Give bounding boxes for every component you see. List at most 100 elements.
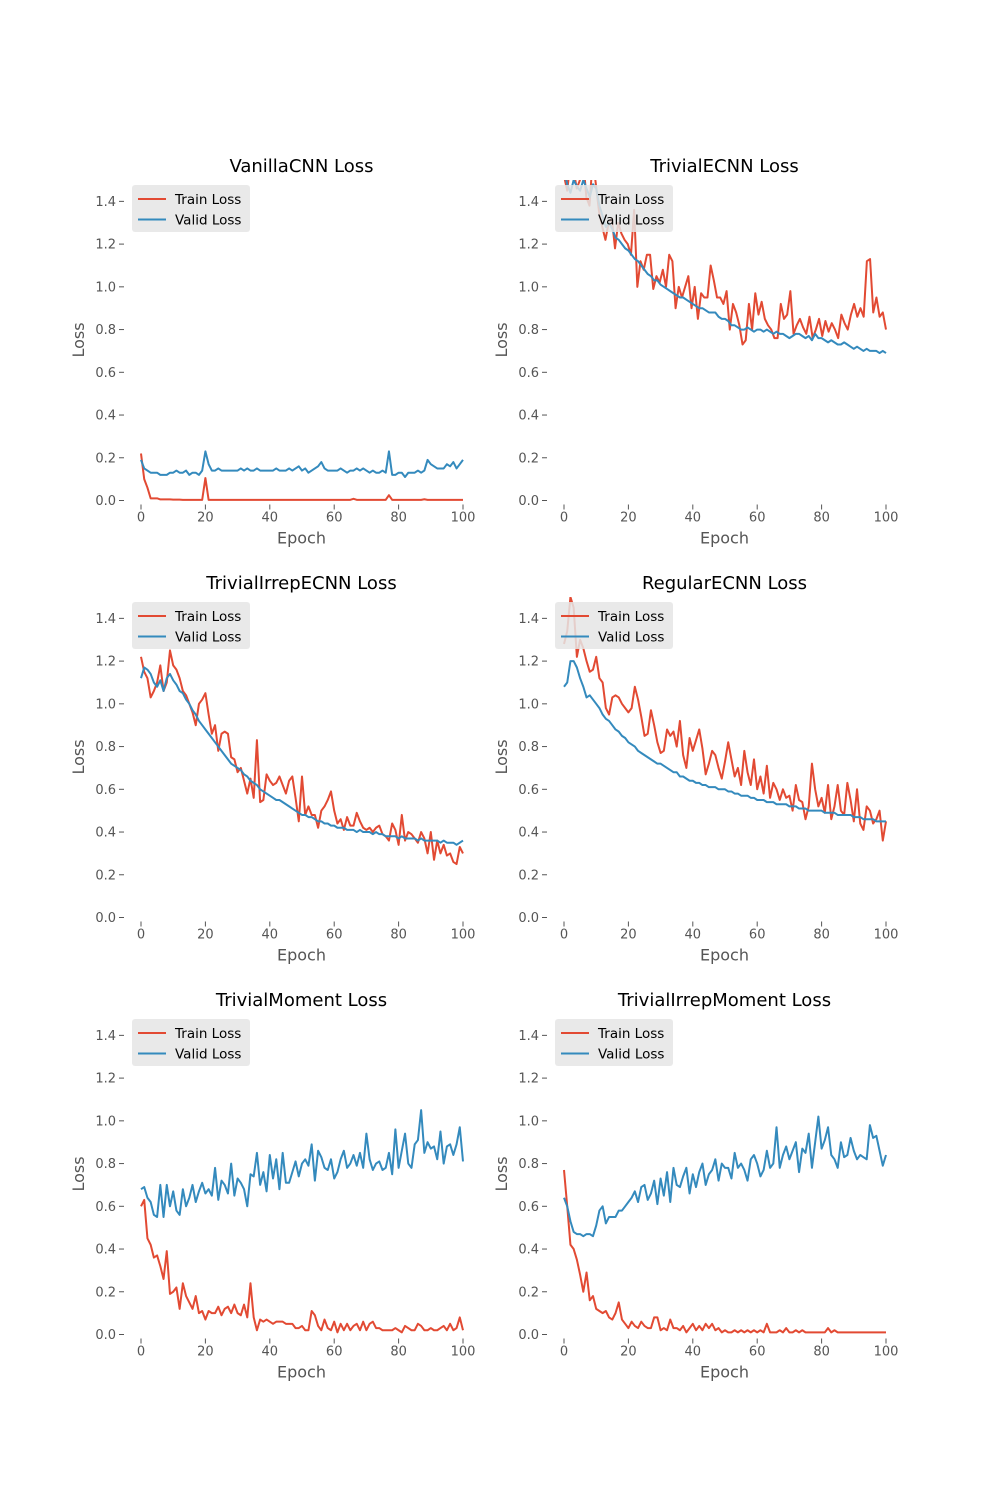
chart-panel: VanillaCNN Loss 0.0 0.2 0.4 0.6 0.8 1.0 1.2 1.4 0… [69,156,475,548]
y-tick-label: 0.4 [518,409,539,424]
legend: Train Loss Valid Loss [132,185,250,232]
legend: Train Loss Valid Loss [132,602,250,649]
y-tick-label: 0.2 [95,451,116,466]
x-tick-label: 40 [262,511,279,526]
y-tick-label: 0.8 [95,323,116,338]
x-tick-label: 0 [560,511,568,526]
x-tick-label: 100 [451,511,476,526]
x-tick-label: 100 [874,1345,899,1360]
x-tick-label: 80 [390,928,407,943]
legend-label: Valid Loss [175,1047,241,1063]
train-loss-line [140,649,464,866]
y-axis-label: Loss [492,322,511,357]
y-tick-label: 1.2 [95,655,116,670]
y-tick-label: 1.2 [518,238,539,253]
y-tick-label: 0.4 [95,1243,116,1258]
y-tick-label: 1.0 [95,280,116,295]
x-axis-label: Epoch [700,529,749,548]
x-tick-label: 20 [620,1345,637,1360]
x-axis-label: Epoch [277,946,326,965]
legend-label: Valid Loss [175,213,241,229]
y-tick-label: 0.2 [518,1285,539,1300]
legend: Train Loss Valid Loss [555,602,673,649]
x-tick-label: 60 [749,928,766,943]
x-tick-label: 0 [560,928,568,943]
y-tick-label: 1.2 [518,655,539,670]
y-tick-label: 0.6 [518,1200,539,1215]
x-tick-label: 20 [620,928,637,943]
y-tick-label: 0.0 [95,1328,116,1343]
x-tick-label: 80 [390,1345,407,1360]
legend-label: Train Loss [174,1026,241,1042]
y-tick-label: 0.2 [95,1285,116,1300]
plot-area [140,1109,464,1334]
y-tick-label: 0.6 [95,366,116,381]
train-loss-line [563,1169,886,1334]
legend: Train Loss Valid Loss [132,1019,250,1066]
y-tick-label: 0.8 [518,740,539,755]
y-tick-label: 0.6 [518,783,539,798]
x-tick-label: 60 [326,511,343,526]
x-axis-label: Epoch [700,946,749,965]
valid-loss-line [563,1115,887,1238]
y-tick-label: 0.8 [95,1157,116,1172]
chart-title: TrivialMoment Loss [215,990,387,1011]
train-loss-line [140,453,463,501]
y-tick-label: 0.4 [95,826,116,841]
chart-panel: TrivialECNN Loss 0.0 0.2 0.4 0.6 0.8 1.0 1.2 1.4… [492,156,898,548]
chart-title: TrivialIrrepMoment Loss [617,990,831,1011]
legend-label: Valid Loss [598,630,664,646]
x-tick-label: 0 [137,1345,145,1360]
x-tick-label: 20 [620,511,637,526]
legend: Train Loss Valid Loss [555,185,673,232]
y-tick-label: 1.0 [518,280,539,295]
legend-label: Train Loss [597,192,664,208]
y-tick-label: 0.0 [95,911,116,926]
y-tick-label: 1.4 [518,195,539,210]
y-tick-label: 1.0 [518,1114,539,1129]
valid-loss-line [140,666,464,846]
x-tick-label: 0 [137,928,145,943]
x-tick-label: 20 [197,511,214,526]
train-loss-line [563,597,887,842]
x-tick-label: 80 [813,1345,830,1360]
plot-area [140,450,464,501]
x-axis-label: Epoch [277,1363,326,1382]
y-tick-label: 0.6 [95,1200,116,1215]
y-tick-label: 1.4 [518,1029,539,1044]
y-tick-label: 1.0 [95,697,116,712]
y-tick-label: 0.8 [518,323,539,338]
y-tick-label: 1.2 [95,238,116,253]
valid-loss-line [140,1109,464,1218]
x-tick-label: 0 [560,1345,568,1360]
y-tick-label: 0.6 [95,783,116,798]
train-loss-line [140,1198,464,1334]
y-tick-label: 1.4 [518,612,539,627]
y-tick-label: 1.4 [95,1029,116,1044]
legend: Train Loss Valid Loss [555,1019,673,1066]
chart-title: VanillaCNN Loss [229,156,373,177]
y-tick-label: 0.4 [518,826,539,841]
y-tick-label: 1.0 [95,1114,116,1129]
y-tick-label: 1.0 [518,697,539,712]
x-tick-label: 40 [262,1345,279,1360]
chart-title: TrivialECNN Loss [649,156,799,177]
chart-title: RegularECNN Loss [642,573,807,594]
x-tick-label: 60 [326,1345,343,1360]
y-tick-label: 0.4 [95,409,116,424]
y-tick-label: 0.8 [518,1157,539,1172]
chart-panel: RegularECNN Loss 0.0 0.2 0.4 0.6 0.8 1.0 1.2 1.4… [492,573,898,965]
legend-label: Train Loss [597,609,664,625]
valid-loss-line [565,180,887,355]
x-tick-label: 80 [813,928,830,943]
chart-panel: TrivialIrrepECNN Loss 0.0 0.2 0.4 0.6 0.8 1.0 1… [69,573,475,965]
x-tick-label: 60 [749,1345,766,1360]
x-tick-label: 40 [685,928,702,943]
legend-label: Train Loss [174,609,241,625]
y-tick-label: 0.0 [95,494,116,509]
x-axis-label: Epoch [700,1363,749,1382]
chart-panel: TrivialIrrepMoment Loss 0.0 0.2 0.4 0.6 0.8 1.… [492,990,898,1382]
x-tick-label: 80 [390,511,407,526]
y-tick-label: 1.4 [95,195,116,210]
